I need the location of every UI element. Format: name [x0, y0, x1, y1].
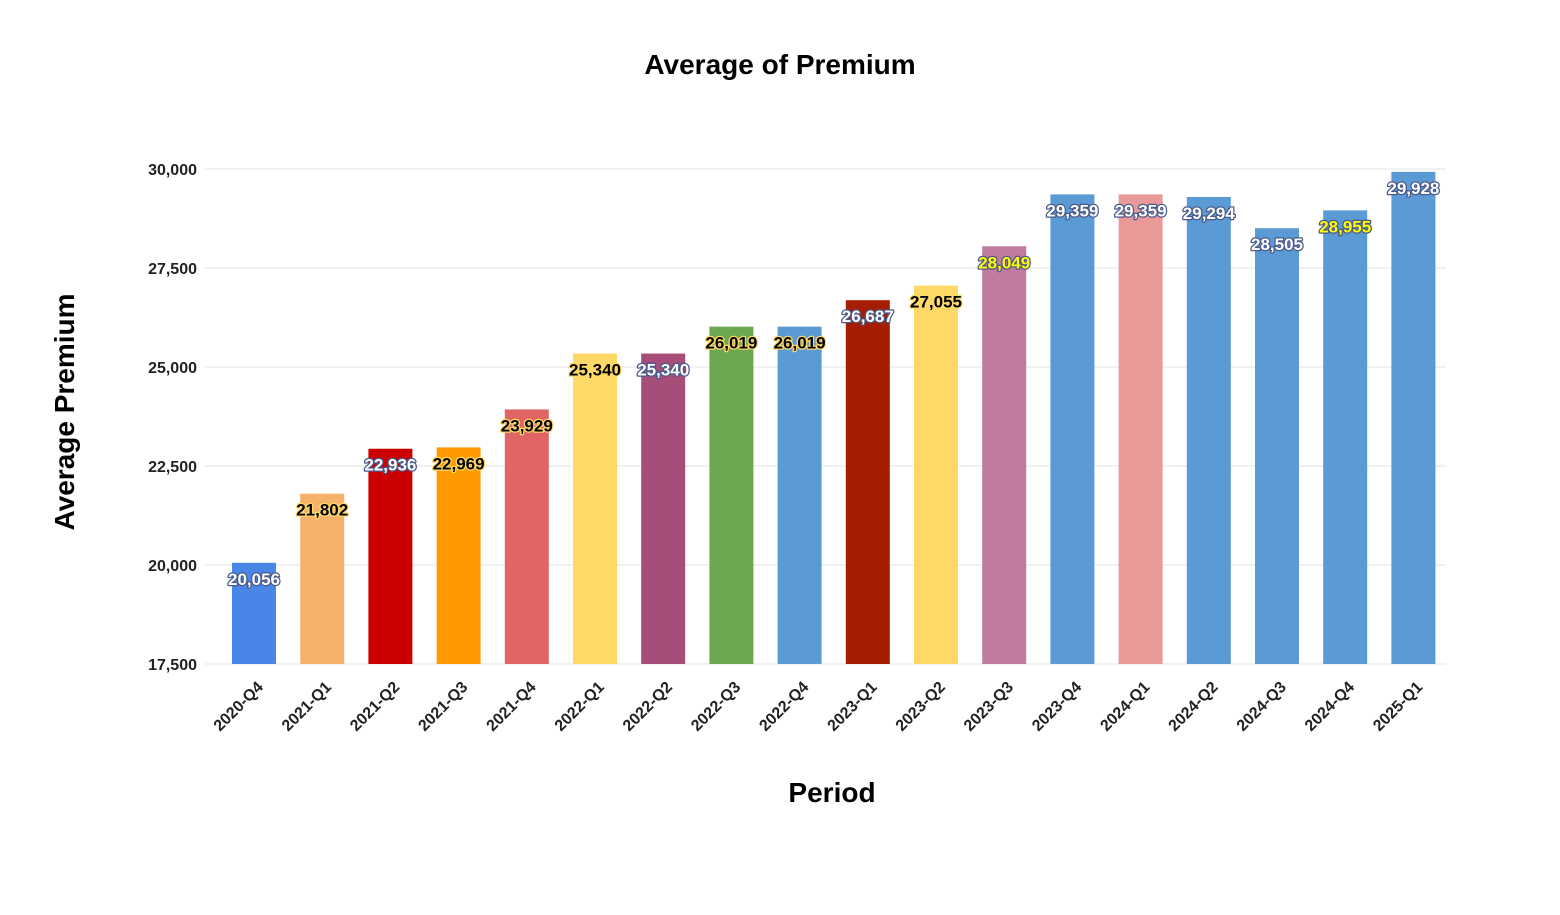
bar: [709, 326, 754, 664]
x-tick-label: 2024-Q2: [1166, 679, 1222, 735]
x-tick-label: 2024-Q3: [1234, 679, 1290, 735]
y-tick-label: 27,500: [148, 261, 197, 278]
bar: [982, 246, 1027, 665]
x-tick-label: 2022-Q4: [756, 679, 812, 735]
bar: [1391, 171, 1436, 664]
bar: [368, 448, 413, 664]
data-label: 29,359: [1046, 201, 1098, 220]
bar: [232, 562, 276, 664]
bar: [436, 447, 481, 664]
x-tick-label: 2022-Q2: [620, 679, 676, 735]
y-tick-label: 17,500: [148, 657, 197, 674]
data-label: 29,928: [1387, 179, 1439, 198]
x-tick-label: 2023-Q4: [1029, 679, 1085, 735]
bar: [845, 300, 890, 664]
bar: [914, 285, 958, 664]
data-label: 28,955: [1319, 217, 1371, 236]
data-label: 25,340: [637, 361, 689, 380]
x-axis-ticks: 2020-Q4 2021-Q1 2021-Q2 2021-Q3 2021-Q4 2022-…: [211, 679, 1427, 735]
data-label: 29,359: [1115, 201, 1167, 220]
x-tick-label: 2023-Q2: [893, 679, 949, 735]
x-tick-label: 2022-Q3: [688, 679, 744, 735]
x-tick-label: 2023-Q3: [961, 679, 1017, 735]
bar: [1118, 194, 1163, 664]
y-axis-title: Average Premium: [49, 293, 80, 530]
x-tick-label: 2021-Q2: [347, 679, 403, 735]
bar: [504, 409, 549, 664]
x-tick-label: 2025-Q1: [1370, 679, 1426, 735]
x-tick-label: 2021-Q4: [484, 679, 540, 735]
x-tick-label: 2023-Q1: [825, 679, 881, 735]
bar: [1255, 228, 1299, 664]
bar: [1050, 194, 1095, 664]
data-label: 28,049: [978, 253, 1030, 272]
data-label: 22,969: [433, 454, 485, 473]
x-tick-label: 2021-Q3: [415, 679, 471, 735]
x-tick-label: 2020-Q4: [211, 679, 267, 735]
data-labels: 20,056 21,802 22,936 22,969 23,929 25,340 25,3…: [227, 178, 1441, 590]
y-tick-label: 20,000: [148, 558, 197, 575]
data-label: 22,936: [364, 456, 416, 475]
data-label: 26,019: [705, 334, 757, 353]
data-label: 21,802: [296, 501, 348, 520]
bar: [573, 353, 617, 664]
bar: [1323, 210, 1368, 664]
data-label: 26,687: [842, 307, 894, 326]
bar: [1186, 196, 1231, 665]
data-label: 20,056: [228, 570, 280, 589]
data-label: 29,294: [1183, 204, 1236, 223]
data-label: 23,929: [501, 416, 553, 435]
data-label: 27,055: [910, 293, 962, 312]
x-tick-label: 2022-Q1: [552, 679, 608, 735]
y-axis-ticks: 17,500 20,000 22,500 25,000 27,500 30,000: [148, 162, 197, 674]
y-tick-label: 22,500: [148, 459, 197, 476]
x-axis-title: Period: [788, 777, 875, 808]
bar: [641, 353, 686, 664]
chart-title: Average of Premium: [644, 49, 915, 80]
x-tick-label: 2021-Q1: [279, 679, 335, 735]
bar: [777, 326, 822, 664]
data-label: 25,340: [569, 361, 621, 380]
y-tick-label: 30,000: [148, 162, 197, 179]
y-tick-label: 25,000: [148, 360, 197, 377]
data-label: 26,019: [774, 334, 826, 353]
bars: [232, 171, 1436, 665]
bar: [300, 493, 345, 664]
x-tick-label: 2024-Q1: [1097, 679, 1153, 735]
data-label: 28,505: [1251, 235, 1303, 254]
x-tick-label: 2024-Q4: [1302, 679, 1358, 735]
